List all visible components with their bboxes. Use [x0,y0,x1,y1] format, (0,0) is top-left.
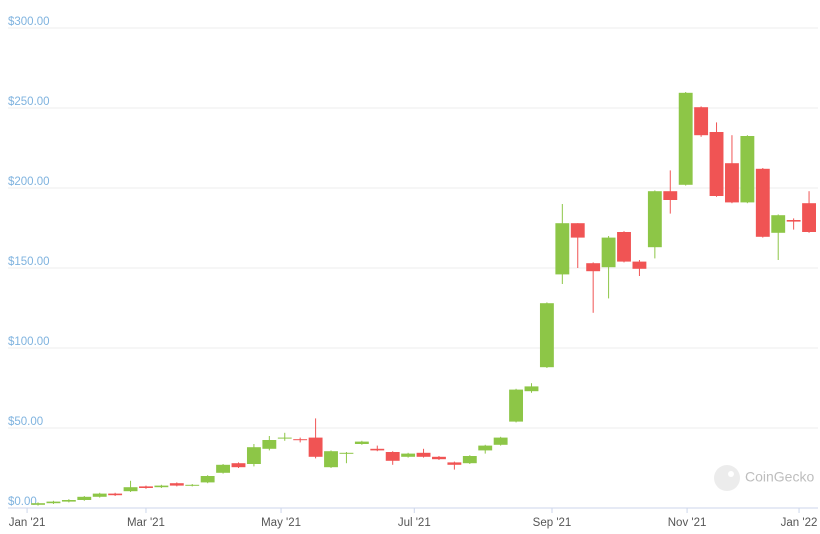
candle-body [216,464,231,473]
candle-body [308,437,323,457]
candle-body [771,215,786,233]
y-tick-label: $300.00 [8,16,50,28]
candle-body [709,132,724,196]
x-tick-label: Jan '22 [781,517,818,529]
candle-body [139,486,153,488]
candle-body [586,263,601,272]
candle-body [786,220,801,222]
candle-body [92,493,107,497]
candle-body [432,456,446,460]
x-tick-label: Jul '21 [398,517,431,529]
y-tick-label: $0.00 [8,496,37,508]
y-tick-label: $250.00 [8,96,50,108]
candle-body [694,107,709,136]
candle-body [31,503,45,505]
candle-body [493,437,508,445]
candle-body [370,448,385,451]
candle-body [324,451,338,468]
candle-body [246,447,261,464]
candle-body [385,452,400,461]
candle-body [46,501,61,504]
x-tick-label: May '21 [261,517,301,529]
candle-body [755,168,770,237]
candle-body [416,452,431,457]
candle-body [740,136,755,203]
candle-body [123,487,138,492]
candle-body [277,437,292,439]
candle-body [802,203,816,232]
watermark-logo [714,465,740,491]
candle-body [524,386,539,392]
candle-body [539,303,554,368]
y-tick-label: $200.00 [8,176,50,188]
watermark-logo-eye [728,471,734,477]
candle-body [678,92,693,185]
candle-body [725,163,739,203]
x-tick-label: Jan '21 [9,517,46,529]
plot: $0.00 $50.00 $100.00 $150.00 $200.00 $250.00 $… [8,16,818,529]
candle-body [647,191,662,248]
candle-body [293,439,308,441]
candle-body [61,500,76,502]
candle-body [231,463,246,468]
candle-body [570,223,585,238]
candle-body [200,476,215,483]
candle-body [339,452,354,454]
y-tick-label: $50.00 [8,416,43,428]
candle-body [154,485,169,488]
candle-body [169,483,184,486]
candle-body [555,223,570,275]
candle-body [632,261,647,269]
candle-body [262,440,277,449]
candle-body [354,441,369,444]
candle-body [478,445,493,451]
candle-body [77,496,92,500]
candle-body [185,484,200,486]
x-tick-label: Mar '21 [127,517,165,529]
y-tick-label: $100.00 [8,336,50,348]
watermark-text: CoinGecko [745,469,814,485]
y-tick-label: $150.00 [8,256,50,268]
candle-body [401,453,416,457]
watermark: CoinGecko [714,465,814,491]
candle-body [601,237,616,268]
candle-body [663,191,678,200]
candle-body [509,389,524,422]
candle-body [462,456,477,464]
candle-body [447,462,462,465]
x-tick-label: Nov '21 [668,517,707,529]
candle-body [617,232,631,262]
candle-body [108,493,123,496]
x-tick-label: Sep '21 [533,517,572,529]
